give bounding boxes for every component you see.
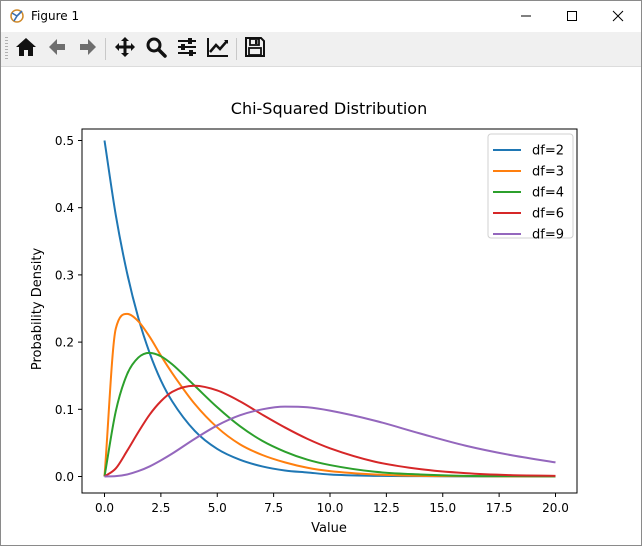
y-axis-label: Probability Density: [30, 248, 45, 371]
save-icon: [244, 36, 266, 62]
y-tick-label: 0.5: [55, 134, 74, 148]
x-tick-label: 15.0: [429, 501, 456, 515]
x-tick-label: 2.5: [151, 501, 170, 515]
y-tick-label: 0.0: [55, 470, 74, 484]
x-tick-label: 5.0: [208, 501, 227, 515]
toolbar-separator: [236, 38, 237, 60]
toolbar-separator: [105, 38, 106, 60]
series-line-df3: [103, 312, 556, 478]
x-tick-label: 17.5: [486, 501, 513, 515]
series-line-df4: [103, 351, 556, 478]
configure-subplots-button[interactable]: [174, 36, 200, 62]
home-button[interactable]: [13, 36, 39, 62]
home-icon: [15, 36, 37, 62]
x-tick-label: 10.0: [317, 501, 344, 515]
legend-label: df=6: [532, 207, 564, 222]
series-line-df6: [103, 384, 556, 478]
close-icon: [612, 7, 624, 26]
legend-label: df=9: [532, 228, 564, 243]
legend-label: df=2: [532, 144, 564, 159]
toolbar-grip[interactable]: [5, 37, 8, 61]
zoom-button[interactable]: [143, 36, 169, 62]
minimize-button[interactable]: [503, 1, 549, 32]
x-axis-label: Value: [311, 521, 347, 536]
y-tick-label: 0.2: [55, 336, 74, 350]
sliders-icon: [176, 36, 198, 62]
maximize-button[interactable]: [549, 1, 595, 32]
move-icon: [114, 36, 136, 62]
chart-title: Chi-Squared Distribution: [231, 99, 427, 118]
x-tick-label: 7.5: [264, 501, 283, 515]
pan-button[interactable]: [112, 36, 138, 62]
minimize-icon: [520, 7, 532, 26]
window-title: Figure 1: [31, 9, 80, 23]
x-tick-label: 20.0: [542, 501, 569, 515]
legend-label: df=3: [532, 165, 564, 180]
figure-canvas[interactable]: Chi-Squared Distribution 0.0 2.5 5.0 7.5 10.…: [1, 67, 641, 545]
y-tick-label: 0.4: [55, 201, 74, 215]
edit-axes-button[interactable]: [205, 36, 231, 62]
back-button[interactable]: [44, 36, 70, 62]
matplotlib-app-icon: [9, 8, 25, 24]
x-tick-label: 12.5: [373, 501, 400, 515]
close-button[interactable]: [595, 1, 641, 32]
line-chart-icon: [206, 36, 230, 62]
navigation-toolbar: [1, 32, 641, 67]
legend-label: df=4: [532, 186, 564, 201]
series-line-df9: [104, 405, 556, 478]
y-tick-label: 0.3: [55, 268, 74, 282]
title-bar[interactable]: Figure 1: [1, 1, 641, 32]
y-tick-label: 0.1: [55, 403, 74, 417]
forward-arrow-icon: [77, 36, 99, 62]
x-tick-label: 0.0: [95, 501, 114, 515]
back-arrow-icon: [46, 36, 68, 62]
save-button[interactable]: [242, 36, 268, 62]
maximize-icon: [566, 7, 578, 26]
forward-button[interactable]: [75, 36, 101, 62]
zoom-icon: [145, 36, 167, 62]
chart-svg: Chi-Squared Distribution 0.0 2.5 5.0 7.5 10.…: [30, 99, 578, 536]
